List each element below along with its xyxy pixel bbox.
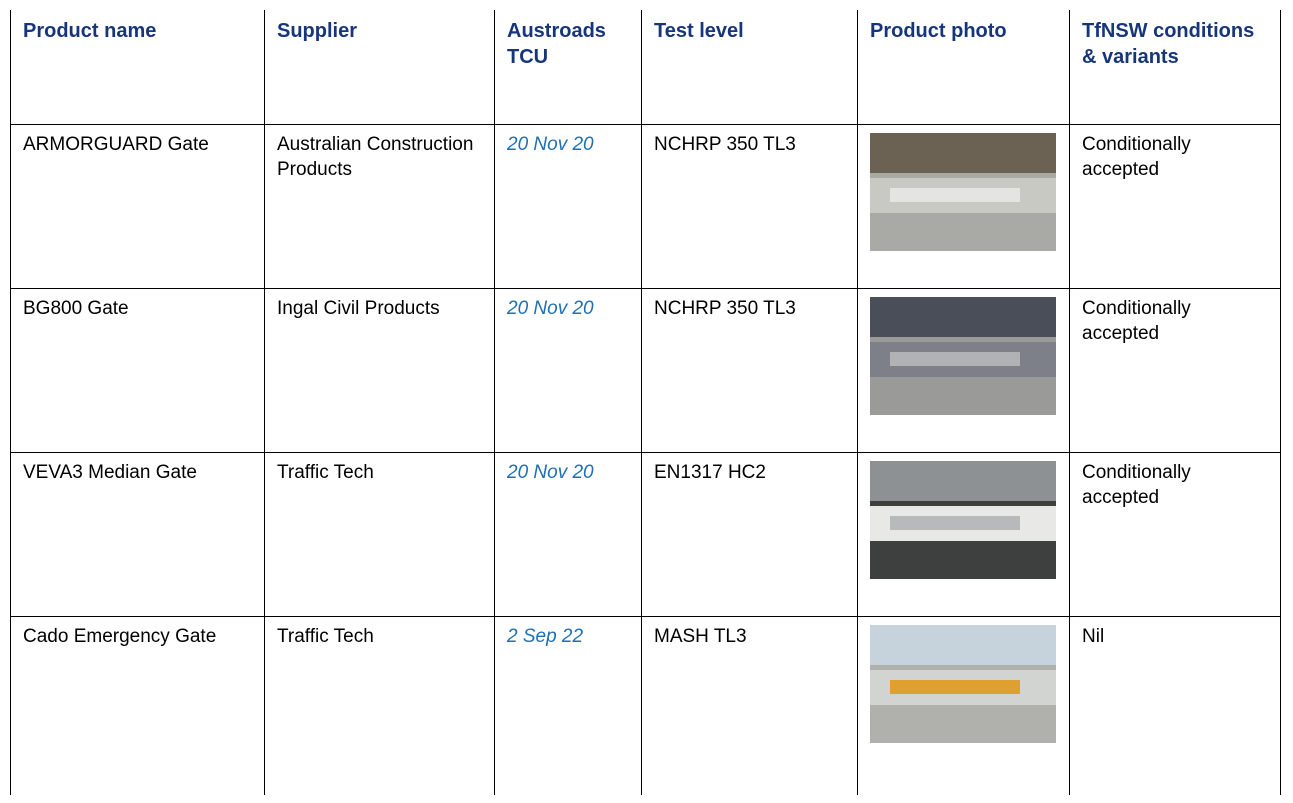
header-cell: Test level bbox=[642, 10, 858, 125]
product-photo bbox=[870, 625, 1056, 743]
supplier: Traffic Tech bbox=[265, 617, 495, 796]
tcu-date[interactable]: 20 Nov 20 bbox=[495, 125, 642, 289]
product-name: Cado Emergency Gate bbox=[11, 617, 265, 796]
test-level: MASH TL3 bbox=[642, 617, 858, 796]
supplier: Australian Construction Products bbox=[265, 125, 495, 289]
photo-cell bbox=[858, 453, 1070, 617]
conditions: Nil bbox=[1070, 617, 1281, 796]
product-name: VEVA3 Median Gate bbox=[11, 453, 265, 617]
header-cell: Austroads TCU bbox=[495, 10, 642, 125]
product-name: ARMORGUARD Gate bbox=[11, 125, 265, 289]
product-photo bbox=[870, 133, 1056, 251]
test-level: NCHRP 350 TL3 bbox=[642, 125, 858, 289]
supplier: Traffic Tech bbox=[265, 453, 495, 617]
photo-cell bbox=[858, 617, 1070, 796]
header-cell: TfNSW conditions & variants bbox=[1070, 10, 1281, 125]
product-photo bbox=[870, 461, 1056, 579]
header-cell: Product photo bbox=[858, 10, 1070, 125]
conditions: Conditionally accepted bbox=[1070, 453, 1281, 617]
conditions: Conditionally accepted bbox=[1070, 289, 1281, 453]
tcu-date[interactable]: 20 Nov 20 bbox=[495, 289, 642, 453]
header-cell: Supplier bbox=[265, 10, 495, 125]
page: Product nameSupplierAustroads TCUTest le… bbox=[0, 0, 1293, 803]
product-name: BG800 Gate bbox=[11, 289, 265, 453]
tcu-date[interactable]: 2 Sep 22 bbox=[495, 617, 642, 796]
header-cell: Product name bbox=[11, 10, 265, 125]
photo-cell bbox=[858, 125, 1070, 289]
photo-cell bbox=[858, 289, 1070, 453]
test-level: NCHRP 350 TL3 bbox=[642, 289, 858, 453]
tcu-date[interactable]: 20 Nov 20 bbox=[495, 453, 642, 617]
product-photo bbox=[870, 297, 1056, 415]
test-level: EN1317 HC2 bbox=[642, 453, 858, 617]
supplier: Ingal Civil Products bbox=[265, 289, 495, 453]
conditions: Conditionally accepted bbox=[1070, 125, 1281, 289]
